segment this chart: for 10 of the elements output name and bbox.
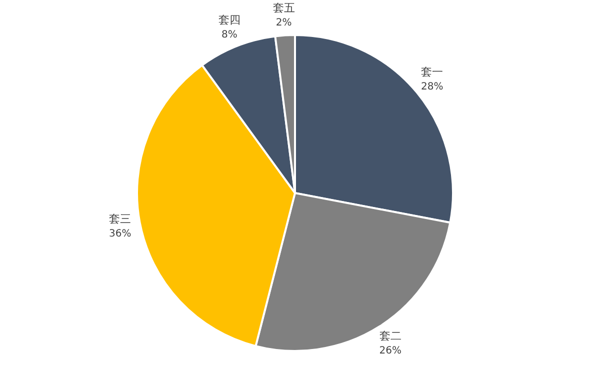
data-label: 26% xyxy=(379,345,402,356)
data-label: 28% xyxy=(421,82,444,93)
data-label: 36% xyxy=(109,228,132,240)
data-label: 2% xyxy=(276,17,292,28)
slice-label: 套一 xyxy=(421,66,444,79)
slice-label: 套五 xyxy=(272,1,295,14)
data-label: 8% xyxy=(222,30,238,40)
slice-label: 套二 xyxy=(379,329,402,342)
slice-label: 套三 xyxy=(109,212,132,226)
slice-label: 套四 xyxy=(218,14,240,26)
